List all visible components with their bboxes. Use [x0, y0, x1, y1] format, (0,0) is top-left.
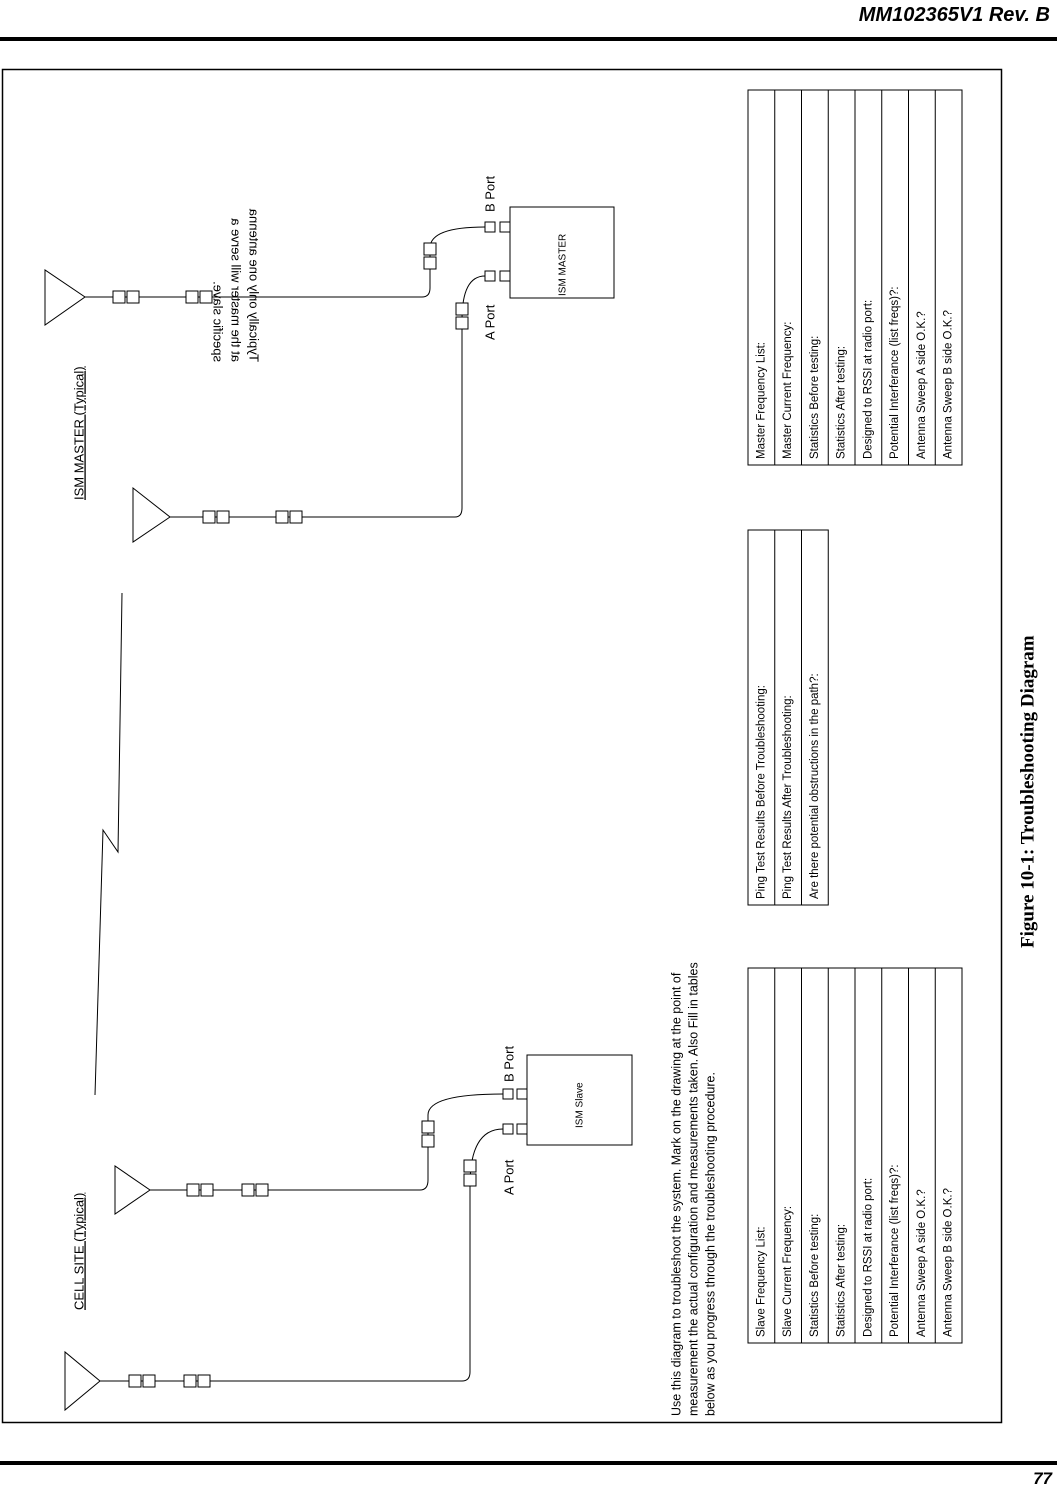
- instruction-line: below as you progress through the troubl…: [703, 1072, 717, 1416]
- table-cell: Statistics After testing:: [836, 1224, 848, 1337]
- table-cell: Potential Interferance (list freqs)?:: [889, 1164, 901, 1337]
- radios: [484, 206, 633, 1146]
- table-cell: Statistics Before testing:: [809, 1214, 821, 1337]
- master-site-label: ISM MASTER (Typical): [71, 366, 86, 500]
- figure-caption: Figure 10-1: Troubleshooting Diagram: [1017, 635, 1038, 948]
- port-label: B Port: [501, 1045, 516, 1082]
- slave-box-label: ISM Slave: [575, 1082, 586, 1128]
- table-frame: [747, 529, 829, 906]
- table-cell: Antenna Sweep B side O.K.?: [943, 310, 955, 459]
- table-cell: Designed to RSSI at radio port:: [862, 1178, 874, 1337]
- table-cell: Slave Frequency List:: [755, 1226, 767, 1337]
- table-cell: Master Current Frequency:: [782, 322, 794, 459]
- figure-frame: [1, 68, 1003, 1424]
- connectors: [112, 242, 477, 1388]
- footer-rule: [0, 1461, 1057, 1465]
- table-cell: Master Frequency List:: [755, 342, 767, 459]
- table-cell: Slave Current Frequency:: [782, 1206, 794, 1337]
- table-cell: Antenna Sweep B side O.K.?: [943, 1188, 955, 1337]
- table-cell: Statistics Before testing:: [809, 336, 821, 459]
- port-label: A Port: [482, 304, 497, 340]
- header-rule: [0, 37, 1057, 41]
- note-line: at the master will serve a: [229, 217, 244, 362]
- note-line: specific slave.: [211, 281, 226, 362]
- table-cell: Are there potential obstructions in the …: [809, 673, 821, 899]
- port-label: A Port: [501, 1159, 516, 1195]
- table-cell: Ping Test Results After Troubleshooting:: [782, 695, 794, 899]
- cell-site-label: CELL SITE (Typical): [71, 1193, 86, 1310]
- table-cell: Antenna Sweep A side O.K.?: [916, 1189, 928, 1337]
- port-label: B Port: [482, 175, 497, 212]
- header-doc-id: MM102365V1 Rev. B: [859, 4, 1050, 26]
- table-cell: Antenna Sweep A side O.K.?: [916, 311, 928, 459]
- table-cell: Statistics After testing:: [836, 346, 848, 459]
- master-box-label: ISM MASTER: [558, 234, 569, 296]
- instruction-line: Use this diagram to troubleshoot the sys…: [669, 972, 683, 1416]
- table-cell: Potential Interferance (list freqs)?:: [889, 286, 901, 459]
- table-cell: Designed to RSSI at radio port:: [862, 300, 874, 459]
- note-line: Typically only one antenna: [247, 208, 262, 362]
- page-number: 77: [1033, 1469, 1053, 1488]
- table-cell: Ping Test Results Before Troubleshooting…: [755, 685, 767, 899]
- instruction-line: measurement the actual configuration and…: [686, 962, 700, 1416]
- cables: [44, 226, 504, 1412]
